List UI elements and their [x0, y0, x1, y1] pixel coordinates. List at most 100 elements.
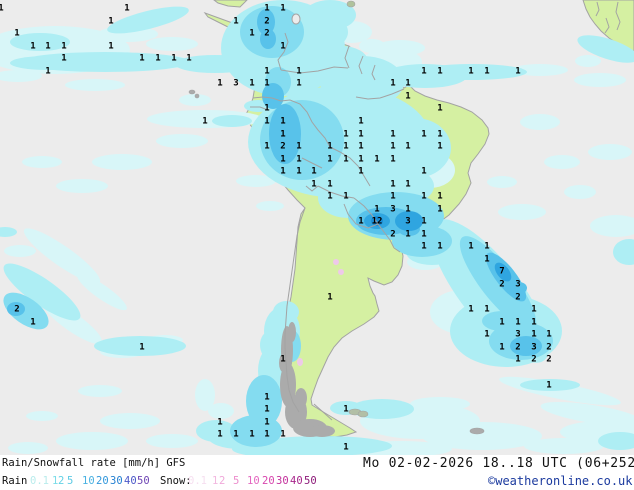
- map-value-label: 1: [390, 130, 395, 140]
- map-value-label: 1: [61, 42, 66, 52]
- map-value-label: 2: [390, 230, 395, 240]
- precip-patch: [212, 115, 252, 127]
- map-value-label: 1: [30, 318, 35, 328]
- precip-patch: [3, 263, 81, 321]
- precip-patch: [304, 0, 356, 30]
- value-label-layer: 1 1 1 11 1 21 1 21 1 1 1 11 1 1 1 11 1 1 1 1 1 1 11 3 1 1 1 1 111 11 1…: [0, 4, 552, 453]
- map-value-label: 1: [484, 67, 489, 77]
- central-america-land: [213, 0, 248, 8]
- map-value-label: 1: [484, 255, 489, 265]
- snow-scale-value: 10: [247, 475, 260, 487]
- map-value-label: 1: [390, 180, 395, 190]
- map-value-label: 1: [531, 318, 536, 328]
- map-value-label: 1: [421, 242, 426, 252]
- precip-patch: [179, 94, 211, 106]
- precip-patch: [146, 37, 198, 51]
- precip-patch: [260, 29, 276, 49]
- map-value-label: 1: [421, 67, 426, 77]
- map-title: Rain/Snowfall rate [mm/h] GFS: [2, 457, 186, 469]
- map-value-label: 1: [280, 155, 285, 165]
- precip-patch: [613, 239, 634, 265]
- precip-patch: [598, 432, 634, 450]
- map-value-label: 1: [264, 104, 269, 114]
- map-value-label: 1: [264, 405, 269, 415]
- precip-patch: [588, 144, 632, 160]
- map-value-label: 1: [280, 42, 285, 52]
- rain-scale-value: 5: [67, 475, 74, 487]
- map-value-label: 1: [405, 205, 410, 215]
- map-value-label: 1: [390, 79, 395, 89]
- precip-patch: [22, 156, 62, 168]
- map-value-label: 1: [264, 4, 269, 14]
- map-value-label: 1: [358, 167, 363, 177]
- map-value-label: 2: [546, 343, 551, 353]
- map-value-label: 1: [202, 117, 207, 127]
- map-value-label: 1: [327, 192, 332, 202]
- precip-patch: [590, 215, 634, 237]
- trinidad-island: [346, 0, 356, 8]
- terrain-layer: [279, 322, 335, 437]
- map-value-label: 2: [264, 29, 269, 39]
- map-value-label: 1: [264, 430, 269, 440]
- copyright-link[interactable]: ©weatheronline.co.uk: [488, 474, 633, 488]
- map-value-label: 1: [280, 355, 285, 365]
- map-value-label: 1: [468, 67, 473, 77]
- map-value-label: 1: [233, 17, 238, 27]
- precip-patch: [100, 413, 160, 429]
- precip-patch: [56, 179, 108, 193]
- map-value-label: 1: [421, 192, 426, 202]
- map-value-label: 1: [0, 4, 4, 14]
- precip-patch: [246, 375, 282, 427]
- precip-patch: [274, 111, 294, 131]
- map-value-label: 1: [108, 17, 113, 27]
- map-value-label: 1: [546, 381, 551, 391]
- map-value-label: 1: [249, 430, 254, 440]
- map-value-label: 1: [155, 54, 160, 64]
- galapagos-islands: [188, 89, 196, 95]
- precip-patch: [77, 273, 127, 311]
- map-value-label: 1: [468, 305, 473, 315]
- map-value-label: 1: [343, 142, 348, 152]
- map-value-label: 1: [311, 167, 316, 177]
- map-value-label: 1: [327, 180, 332, 190]
- map-value-label: 2: [515, 343, 520, 353]
- precip-patch: [494, 262, 512, 282]
- map-value-label: 3: [390, 205, 395, 215]
- map-value-label: 1: [327, 142, 332, 152]
- rain-scale-value: 0.1: [30, 475, 49, 487]
- snow-scale-value: 5: [233, 475, 240, 487]
- map-value-label: 1: [217, 430, 222, 440]
- map-value-label: 1: [437, 67, 442, 77]
- precip-patch: [338, 269, 344, 275]
- precip-patch: [7, 302, 25, 316]
- map-value-label: 1: [374, 155, 379, 165]
- precip-patch: [3, 292, 49, 330]
- precip-patch: [273, 301, 299, 323]
- map-value-label: 1: [264, 79, 269, 89]
- precip-patch: [195, 379, 215, 411]
- map-value-label: 2: [515, 293, 520, 303]
- map-value-label: 2: [546, 355, 551, 365]
- map-image: 1 1 1 11 1 21 1 21 1 1 1 11 1 1 1 11 1 1 1 1 1 1 11 3 1 1 1 1 111 11 1…: [0, 0, 634, 455]
- map-value-label: 12: [372, 217, 383, 227]
- map-value-label: 1: [327, 293, 332, 303]
- border-layer: [250, 1, 621, 421]
- precip-patch: [26, 411, 58, 421]
- map-value-label: 1: [30, 42, 35, 52]
- precip-patch: [236, 175, 276, 187]
- map-value-label: 1: [421, 167, 426, 177]
- precip-patch: [4, 245, 36, 257]
- precip-patch: [230, 415, 282, 447]
- map-value-label: 1: [343, 155, 348, 165]
- map-value-label: 1: [217, 79, 222, 89]
- precip-patch: [257, 9, 275, 35]
- map-value-label: 1: [311, 180, 316, 190]
- map-value-label: 1: [108, 42, 113, 52]
- precip-patch: [333, 259, 339, 265]
- map-value-label: 1: [468, 242, 473, 252]
- legend-bar: Rain/Snowfall rate [mm/h] GFS Mo 02-02-2…: [0, 455, 634, 490]
- precip-patch: [510, 336, 542, 356]
- map-value-label: 1: [186, 54, 191, 64]
- map-value-label: 1: [515, 318, 520, 328]
- map-value-label: 1: [390, 142, 395, 152]
